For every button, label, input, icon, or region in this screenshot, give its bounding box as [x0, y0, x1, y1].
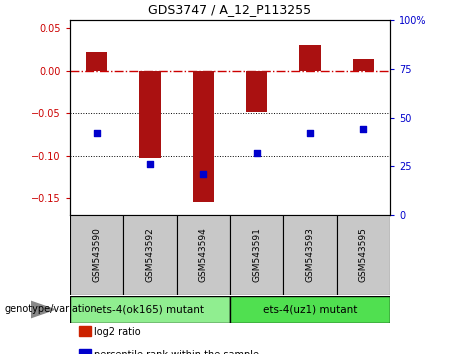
Point	[93, 130, 100, 136]
Bar	[139, 71, 161, 158]
Bar	[299, 45, 321, 71]
Text: GSM543595: GSM543595	[359, 228, 368, 282]
Polygon shape	[31, 301, 54, 318]
Point	[360, 126, 367, 132]
Text: GSM543593: GSM543593	[306, 228, 314, 282]
Point	[306, 130, 313, 136]
Text: ets-4(ok165) mutant: ets-4(ok165) mutant	[96, 304, 204, 314]
Text: genotype/variation: genotype/variation	[5, 304, 97, 314]
Text: ets-4(uz1) mutant: ets-4(uz1) mutant	[263, 304, 357, 314]
Bar	[86, 52, 107, 71]
Bar	[70, 215, 124, 295]
Text: GSM543594: GSM543594	[199, 228, 208, 282]
Bar	[230, 296, 390, 323]
Text: GSM543592: GSM543592	[146, 228, 154, 282]
Point	[253, 150, 260, 155]
Text: GSM543590: GSM543590	[92, 228, 101, 282]
Bar	[353, 59, 374, 71]
Point	[200, 171, 207, 177]
Bar	[70, 296, 230, 323]
Bar	[177, 215, 230, 295]
Text: GSM543591: GSM543591	[252, 228, 261, 282]
Bar	[124, 215, 177, 295]
Bar	[193, 71, 214, 202]
Title: GDS3747 / A_12_P113255: GDS3747 / A_12_P113255	[148, 3, 312, 16]
Text: log2 ratio: log2 ratio	[94, 327, 141, 337]
Bar	[230, 215, 284, 295]
Text: percentile rank within the sample: percentile rank within the sample	[94, 350, 259, 354]
Bar	[337, 215, 390, 295]
Bar	[246, 71, 267, 112]
Bar	[284, 215, 337, 295]
Point	[146, 161, 154, 167]
